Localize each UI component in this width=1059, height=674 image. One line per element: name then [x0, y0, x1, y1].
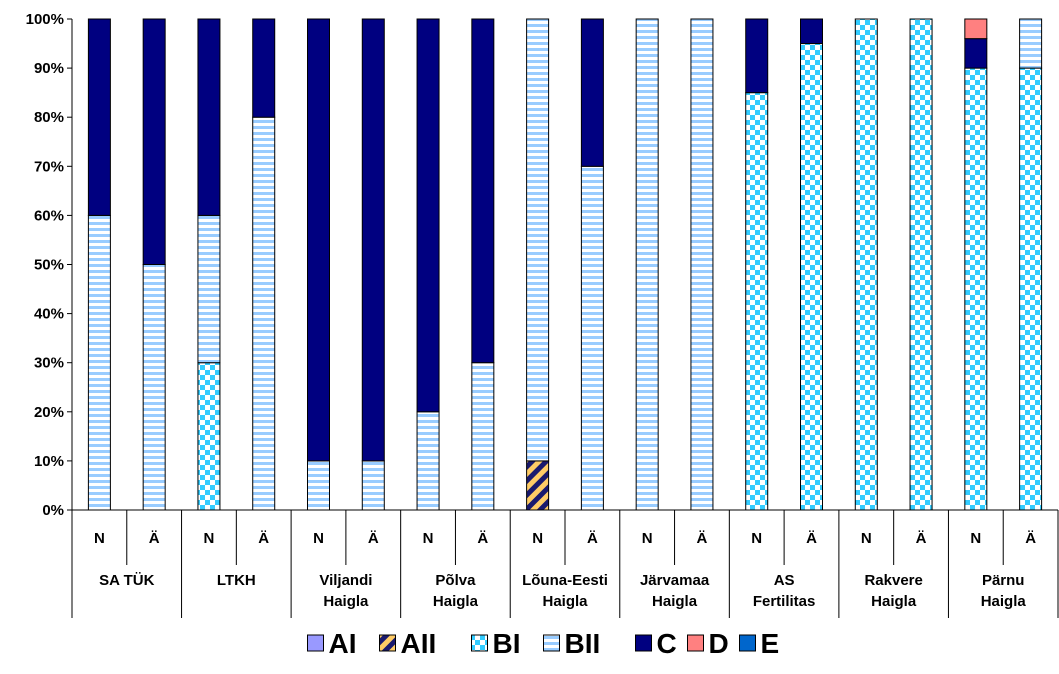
y-tick-label: 80%: [34, 109, 64, 126]
subcategory-label: N: [861, 530, 872, 547]
bar-viljandi-haigla-n-c: [307, 18, 330, 462]
bar-polva-haigla-a-bii: [471, 362, 495, 511]
group-label-viljandi-haigla: Viljandi Haigla: [319, 572, 372, 610]
y-tick-label: 10%: [34, 453, 64, 470]
bar-parnu-haigla-n-d: [964, 18, 988, 40]
legend-swatch-d: [687, 634, 704, 652]
bar-louna-eesti-haigla-n-bii: [526, 18, 550, 462]
bar-rakvere-haigla-a-bi: [909, 18, 933, 511]
group-label-louna-eesti-haigla: Lõuna-Eesti Haigla: [522, 572, 608, 610]
bar-sa-tuk-a-bii: [142, 264, 166, 511]
group-label-rakvere-haigla: Rakvere Haigla: [864, 572, 922, 610]
y-tick-label: 40%: [34, 306, 64, 323]
subcategory-label: Ä: [477, 530, 488, 547]
subcategory-label: Ä: [806, 530, 817, 547]
bar-louna-eesti-haigla-a-bii: [580, 165, 604, 511]
subcategory-label: N: [94, 530, 105, 547]
axes: 0% 10% 20% 30% 40% 50% 60% 70% 80% 90% 100% N Ä N Ä N Ä N…: [26, 11, 1059, 618]
group-label-ltkh: LTKH: [217, 572, 256, 589]
bar-sa-tuk-n-c: [87, 18, 111, 216]
legend-swatch-bii: [543, 634, 560, 652]
bar-rakvere-haigla-n-bi: [854, 18, 878, 511]
bar-parnu-haigla-n-c: [964, 38, 988, 69]
bar-viljandi-haigla-n-bii: [307, 460, 330, 511]
subcategory-label: N: [204, 530, 215, 547]
legend-swatch-bi: [471, 634, 488, 652]
plot-area: [87, 18, 1043, 511]
subcategory-label: N: [751, 530, 762, 547]
bar-jarvamaa-haigla-n-bii: [635, 18, 659, 511]
subcategory-label: N: [532, 530, 543, 547]
legend-swatch-aii: [379, 634, 396, 652]
legend-label-c: C: [657, 628, 677, 659]
bar-ltkh-n-bi: [197, 362, 221, 511]
group-label-polva-haigla: Põlva Haigla: [433, 572, 479, 610]
subcategory-label: Ä: [1025, 530, 1036, 547]
bar-polva-haigla-n-bii: [416, 411, 440, 511]
bar-ltkh-n-c: [197, 18, 221, 216]
bar-viljandi-haigla-a-bii: [361, 460, 385, 511]
bar-polva-haigla-a-c: [471, 18, 495, 364]
group-label-as-fertilitas: AS Fertilitas: [753, 572, 816, 610]
subcategory-label: Ä: [258, 530, 269, 547]
subcategory-label: N: [423, 530, 434, 547]
bar-as-fertilitas-a-c: [800, 18, 823, 45]
legend-swatch-c: [635, 634, 652, 652]
bar-jarvamaa-haigla-a-bii: [690, 18, 714, 511]
legend-swatch-e: [739, 634, 756, 652]
legend-label-ai: AI: [329, 628, 357, 659]
y-tick-label: 100%: [26, 11, 64, 28]
y-tick-label: 0%: [42, 502, 64, 519]
legend-label-aii: AII: [401, 628, 437, 659]
subcategory-label: Ä: [587, 530, 598, 547]
bar-parnu-haigla-n-bi: [964, 67, 988, 511]
group-label-parnu-haigla: Pärnu Haigla: [981, 572, 1027, 610]
y-tick-label: 70%: [34, 158, 64, 175]
subcategory-label: N: [970, 530, 981, 547]
legend-label-bii: BII: [565, 628, 601, 659]
bar-louna-eesti-haigla-n-aii: [526, 460, 550, 511]
subcategory-label: Ä: [916, 530, 927, 547]
group-label-jarvamaa-haigla: Järvamaa Haigla: [640, 572, 710, 610]
y-tick-label: 30%: [34, 355, 64, 372]
bar-as-fertilitas-n-c: [745, 18, 769, 94]
bar-parnu-haigla-a-bi: [1019, 67, 1043, 511]
y-tick-label: 50%: [34, 257, 64, 274]
legend-label-d: D: [709, 628, 729, 659]
subcategory-label: Ä: [149, 530, 160, 547]
y-tick-label: 20%: [34, 404, 64, 421]
bar-viljandi-haigla-a-c: [361, 18, 385, 462]
bar-ltkh-n-bii: [197, 214, 221, 364]
legend-label-bi: BI: [493, 628, 521, 659]
legend-label-e: E: [761, 628, 780, 659]
subcategory-label: N: [313, 530, 324, 547]
legend-swatch-ai: [307, 634, 324, 652]
bar-ltkh-a-c: [252, 18, 276, 118]
subcategory-label: Ä: [697, 530, 708, 547]
y-tick-label: 90%: [34, 60, 64, 77]
subcategory-label: Ä: [368, 530, 379, 547]
bar-parnu-haigla-a-bii: [1019, 18, 1043, 69]
bar-polva-haigla-n-c: [416, 18, 440, 413]
bar-as-fertilitas-a-bi: [800, 43, 823, 511]
bar-sa-tuk-a-c: [142, 18, 166, 265]
y-tick-label: 60%: [34, 207, 64, 224]
bar-sa-tuk-n-bii: [87, 214, 111, 511]
legend: AI AII BI BII C D E: [307, 628, 780, 659]
bar-louna-eesti-haigla-a-c: [580, 18, 604, 167]
bar-ltkh-a-bii: [252, 116, 276, 511]
bar-as-fertilitas-n-bi: [745, 92, 769, 511]
subcategory-label: N: [642, 530, 653, 547]
group-label-sa-tuk: SA TÜK: [99, 572, 154, 589]
